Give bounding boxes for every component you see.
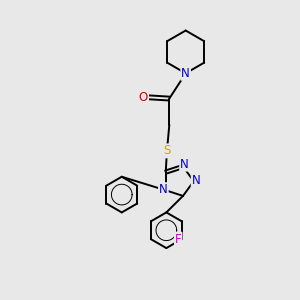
Text: N: N xyxy=(181,67,190,80)
Text: S: S xyxy=(163,144,171,158)
Text: N: N xyxy=(159,183,168,196)
Text: N: N xyxy=(192,174,200,187)
Text: N: N xyxy=(180,158,189,171)
Text: F: F xyxy=(175,233,181,246)
Text: O: O xyxy=(139,91,148,103)
